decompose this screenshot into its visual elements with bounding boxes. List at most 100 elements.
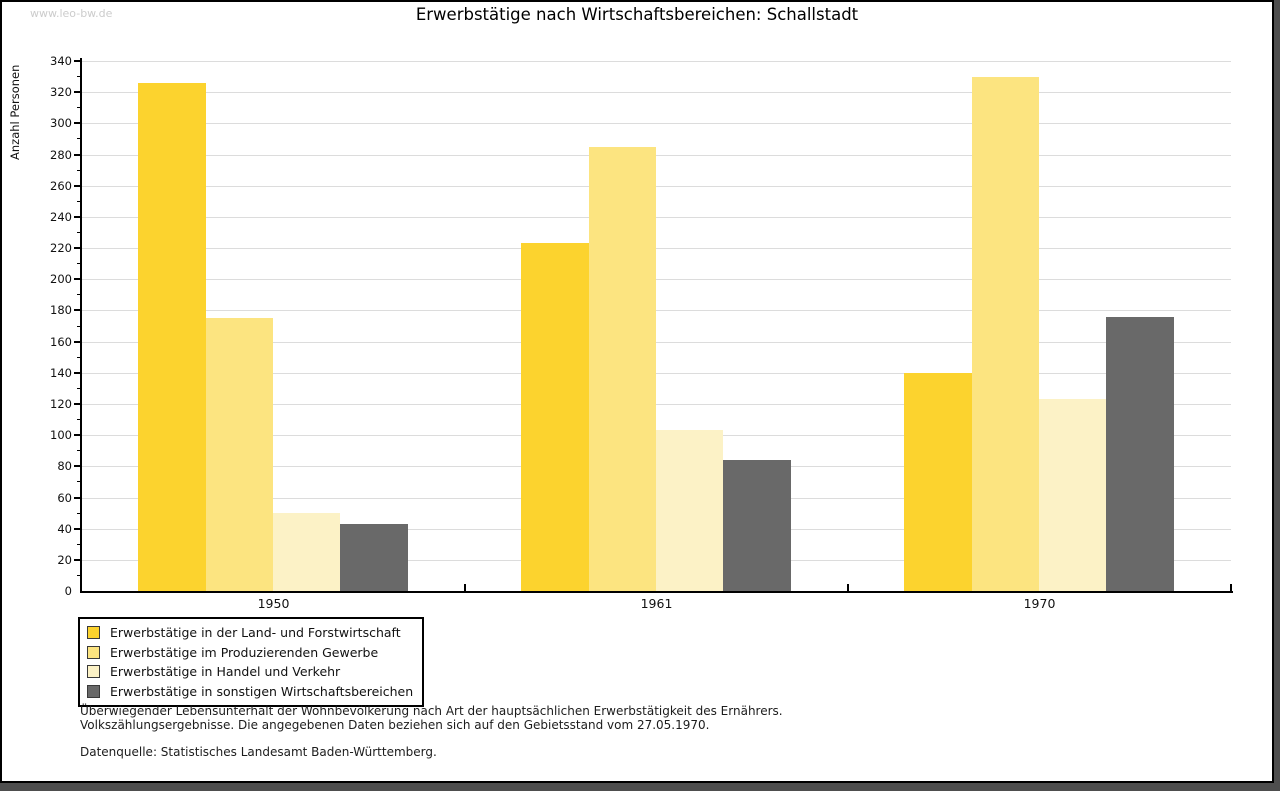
y-tick-label: 180 (50, 303, 72, 318)
y-minor-tick (77, 419, 82, 420)
footer-note-line1: Überwiegender Lebensunterhalt der Wohnbe… (80, 704, 783, 718)
bar (1106, 316, 1174, 591)
bar (723, 460, 791, 591)
gridline (82, 185, 1231, 187)
legend-item: Erwerbstätige im Produzierenden Gewerbe (87, 643, 413, 663)
y-minor-tick (77, 169, 82, 171)
y-axis-line (80, 58, 82, 593)
x-tick-label: 1950 (257, 596, 290, 611)
y-minor-tick (77, 232, 82, 233)
y-major-tick (74, 496, 82, 499)
bar (904, 372, 972, 591)
x-tick-label: 1970 (1023, 596, 1056, 611)
y-tick-label: 220 (50, 241, 72, 256)
gridline (82, 279, 1231, 281)
y-tick-label: 80 (57, 459, 72, 474)
y-minor-tick (77, 481, 82, 483)
y-major-tick (74, 247, 82, 250)
y-major-tick (74, 91, 82, 94)
legend-item: Erwerbstätige in sonstigen Wirtschaftsbe… (87, 682, 413, 702)
y-major-tick (74, 278, 82, 281)
y-major-tick (74, 122, 82, 125)
y-tick-label: 120 (50, 396, 72, 411)
y-minor-tick (77, 294, 82, 296)
y-minor-tick (77, 107, 82, 109)
data-source-note: Datenquelle: Statistisches Landesamt Bad… (80, 745, 437, 759)
gridline (82, 216, 1231, 218)
y-major-tick (74, 340, 82, 343)
y-minor-tick (77, 574, 82, 576)
gridline (82, 92, 1231, 94)
y-minor-tick (77, 356, 82, 358)
bar (138, 82, 206, 591)
x-boundary-tick (847, 584, 849, 591)
legend-swatch (87, 645, 100, 659)
x-boundary-tick (464, 584, 466, 591)
y-tick-label: 0 (64, 584, 72, 598)
y-minor-tick (77, 263, 82, 265)
x-tick-label: 1961 (640, 596, 673, 611)
footer-note-line2: Volkszählungsergebnisse. Die angegebenen… (80, 717, 710, 732)
y-tick-label: 40 (57, 521, 72, 536)
legend-item: Erwerbstätige in Handel und Verkehr (87, 662, 413, 682)
bar (656, 430, 724, 591)
y-minor-tick (77, 138, 82, 140)
y-tick-label: 340 (50, 54, 72, 68)
legend-box: Erwerbstätige in der Land- und Forstwirt… (78, 617, 425, 707)
y-tick-label: 200 (50, 272, 72, 287)
gridline (82, 310, 1231, 312)
y-minor-tick (77, 543, 82, 545)
bar (340, 524, 408, 591)
y-minor-tick (77, 512, 82, 514)
y-tick-label: 140 (50, 365, 72, 380)
gridline (82, 61, 1231, 62)
legend-swatch (87, 684, 100, 698)
bar (205, 318, 274, 591)
y-minor-tick (77, 200, 82, 202)
gridline (82, 341, 1231, 343)
y-tick-label: 260 (50, 178, 72, 193)
y-minor-tick (77, 387, 82, 389)
watermark-text: www.leo-bw.de (30, 7, 113, 20)
legend-item: Erwerbstätige in der Land- und Forstwirt… (87, 623, 413, 643)
y-major-tick (74, 309, 82, 312)
y-major-tick (74, 215, 82, 218)
y-tick-label: 240 (50, 209, 72, 224)
y-major-tick (74, 60, 82, 62)
y-tick-label: 20 (57, 552, 72, 567)
gridline (82, 403, 1231, 405)
gridline (82, 123, 1231, 125)
y-major-tick (74, 371, 82, 374)
y-tick-label: 60 (57, 490, 72, 505)
legend-swatch (87, 626, 100, 640)
legend-label: Erwerbstätige in Handel und Verkehr (110, 664, 341, 680)
y-minor-tick (77, 76, 82, 78)
legend-swatch (87, 665, 100, 679)
gridline (82, 248, 1231, 250)
bar (521, 243, 589, 591)
y-minor-tick (77, 450, 82, 452)
y-tick-label: 100 (50, 428, 72, 443)
y-tick-label: 320 (50, 85, 72, 100)
chart-title: Erwerbstätige nach Wirtschaftsbereichen:… (415, 5, 859, 24)
footer-notes: Überwiegender Lebensunterhalt der Wohnbe… (80, 704, 783, 760)
x-boundary-tick (1230, 584, 1232, 591)
gridline (82, 154, 1231, 156)
y-tick-label: 300 (50, 116, 72, 131)
y-tick-label: 280 (50, 147, 72, 162)
y-major-tick (74, 402, 82, 405)
y-major-tick (74, 434, 82, 437)
bar (588, 146, 656, 591)
y-major-tick (74, 153, 82, 156)
y-major-tick (74, 527, 82, 530)
bar (273, 513, 341, 591)
x-axis-line (80, 591, 1233, 593)
legend-label: Erwerbstätige in sonstigen Wirtschaftsbe… (110, 683, 414, 699)
y-tick-label: 160 (50, 334, 72, 349)
y-major-tick (74, 558, 82, 561)
legend-label: Erwerbstätige in der Land- und Forstwirt… (110, 625, 401, 641)
y-major-tick (74, 465, 82, 468)
legend-label: Erwerbstätige im Produzierenden Gewerbe (110, 644, 379, 660)
bar (971, 76, 1039, 591)
y-minor-tick (77, 325, 82, 327)
